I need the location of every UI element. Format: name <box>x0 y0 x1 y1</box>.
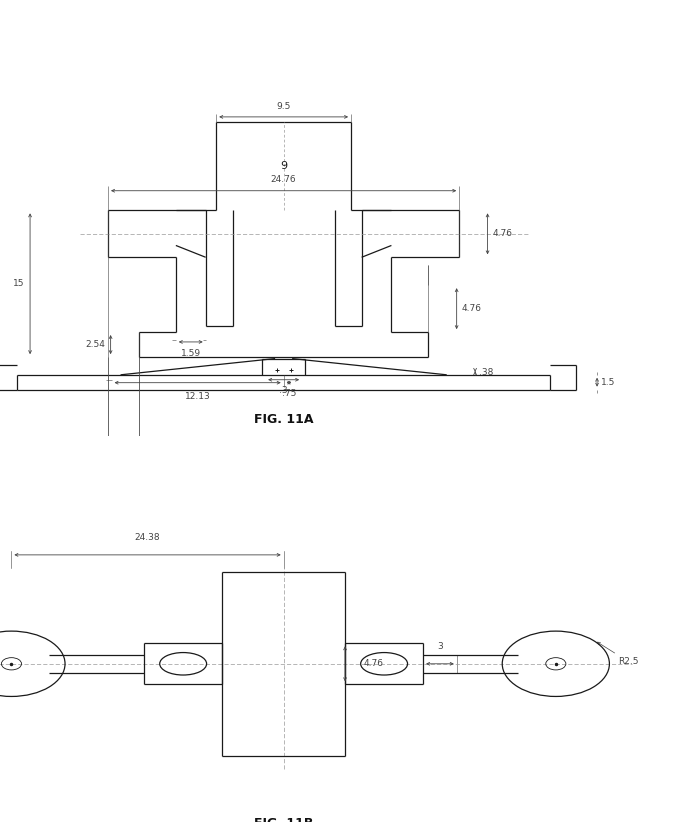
Text: FIG. 11A: FIG. 11A <box>254 413 314 426</box>
Text: .3: .3 <box>279 386 288 395</box>
Text: 12.13: 12.13 <box>185 391 210 400</box>
Text: 4.76: 4.76 <box>363 659 383 668</box>
Text: 4.76: 4.76 <box>493 229 513 238</box>
Text: 9.5: 9.5 <box>276 102 291 111</box>
Text: 15: 15 <box>13 279 24 289</box>
Text: 3: 3 <box>437 642 443 651</box>
Text: .38: .38 <box>480 368 493 377</box>
Text: .75: .75 <box>282 389 296 398</box>
Text: R2.5: R2.5 <box>598 642 639 667</box>
Text: 2.54: 2.54 <box>86 340 105 349</box>
Text: 24.38: 24.38 <box>135 533 160 542</box>
Text: 4.76: 4.76 <box>462 304 482 313</box>
Text: 24.76: 24.76 <box>271 175 296 184</box>
Text: 1.5: 1.5 <box>601 377 616 386</box>
Text: 9: 9 <box>280 161 287 171</box>
Text: FIG. 11B: FIG. 11B <box>254 817 313 822</box>
Text: 1.59: 1.59 <box>180 349 201 358</box>
